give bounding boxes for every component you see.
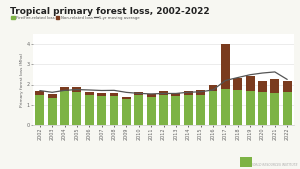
Bar (85, 95, 94, 125)
Bar (283, 81, 292, 92)
Bar (48, 94, 57, 98)
Bar (147, 97, 156, 125)
Bar (270, 79, 279, 93)
Bar (196, 90, 205, 95)
Bar (73, 92, 81, 125)
Bar (171, 93, 180, 96)
Bar (60, 87, 69, 91)
Bar (171, 96, 180, 125)
Bar (147, 94, 156, 97)
Bar (258, 81, 267, 92)
Bar (122, 97, 131, 99)
Bar (97, 96, 106, 125)
Bar (110, 96, 118, 125)
Bar (221, 89, 230, 125)
Bar (122, 99, 131, 125)
Bar (246, 76, 254, 91)
Bar (233, 78, 242, 90)
Bar (97, 93, 106, 96)
Bar (159, 95, 168, 125)
Bar (134, 92, 143, 95)
Bar (35, 91, 44, 95)
Bar (35, 95, 44, 125)
Bar (258, 92, 267, 125)
Bar (110, 93, 118, 96)
Bar (270, 93, 279, 125)
Bar (283, 92, 292, 125)
Bar (73, 87, 81, 92)
Legend: Fire/fire-related loss, Non-related loss, 5-yr moving average: Fire/fire-related loss, Non-related loss… (11, 16, 139, 20)
Y-axis label: Primary forest loss (Mha): Primary forest loss (Mha) (20, 52, 24, 107)
Bar (60, 91, 69, 125)
Bar (184, 95, 193, 125)
Bar (208, 85, 217, 91)
Bar (48, 98, 57, 125)
Text: Tropical primary forest loss, 2002-2022: Tropical primary forest loss, 2002-2022 (10, 7, 209, 16)
Bar (159, 91, 168, 95)
Bar (85, 92, 94, 95)
Bar (184, 91, 193, 95)
Bar (233, 90, 242, 125)
Text: WORLD RESOURCES INSTITUTE: WORLD RESOURCES INSTITUTE (250, 163, 297, 167)
Bar (134, 95, 143, 125)
Bar (196, 95, 205, 125)
Bar (208, 91, 217, 125)
Bar (221, 44, 230, 89)
Bar (246, 91, 254, 125)
